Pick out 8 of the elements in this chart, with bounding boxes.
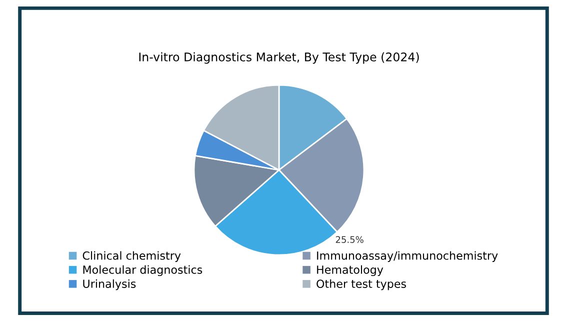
- legend-label: Immunoassay/immunochemistry: [317, 251, 498, 262]
- chart-title: In-vitro Diagnostics Market, By Test Type (2024): [139, 52, 419, 64]
- legend-label: Clinical chemistry: [82, 251, 181, 262]
- legend-label: Molecular diagnostics: [83, 265, 202, 276]
- legend-label: Other test types: [316, 279, 406, 290]
- data-label: 25.5%: [336, 236, 364, 243]
- legend-label: Urinalysis: [83, 279, 136, 290]
- legend-label: Hematology: [317, 265, 384, 276]
